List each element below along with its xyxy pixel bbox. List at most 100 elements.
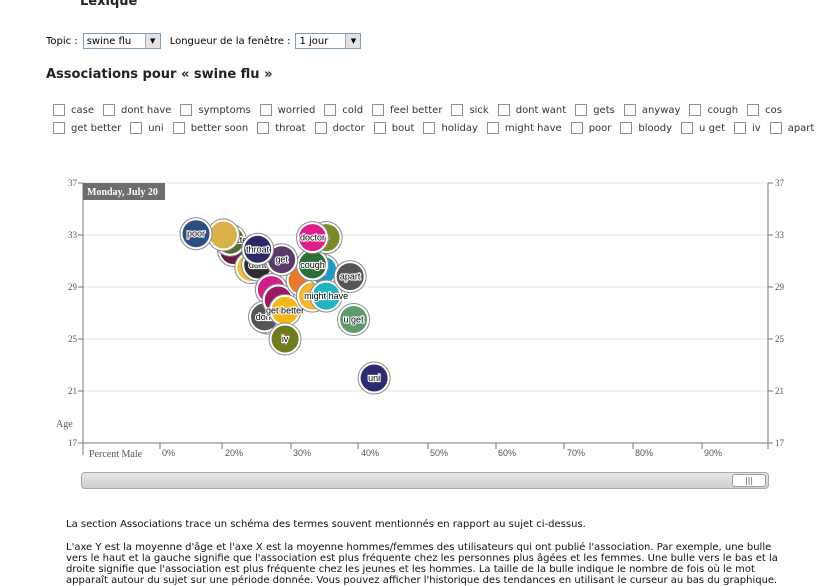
bubble-throat[interactable] [244,235,272,263]
y-tick-label-right: 25 [775,334,785,344]
bubble-u-get[interactable] [340,306,368,333]
checkbox[interactable] [486,122,499,134]
bubble-label: get [275,255,288,265]
checkbox[interactable] [423,122,436,134]
term-checkbox-throat[interactable]: throat [257,122,306,134]
term-label: anyway [641,104,681,116]
checkbox[interactable] [733,122,746,134]
checkbox[interactable] [372,104,385,116]
term-checkbox-holiday[interactable]: holiday [423,122,478,134]
checkbox[interactable] [259,104,272,116]
chevron-down-icon[interactable]: ▼ [345,34,361,48]
term-checkbox-case[interactable]: case [53,104,94,116]
bubble-get-better[interactable] [271,296,299,324]
y-tick-label-right: 37 [775,178,785,188]
checkbox[interactable] [257,122,270,134]
y-tick-label-left: 29 [68,282,78,292]
term-label: holiday [441,122,478,134]
time-slider-thumb[interactable]: ||| [732,474,766,487]
checkbox[interactable] [747,104,760,116]
bubble-iv[interactable] [271,325,299,353]
term-checkbox-cold[interactable]: cold [324,104,363,116]
term-label: cos [765,104,782,116]
checkbox[interactable] [373,122,386,134]
checkbox[interactable] [497,104,510,116]
checkbox[interactable] [324,104,337,116]
term-checkbox-uni[interactable]: uni [130,122,164,134]
bubble-poor[interactable] [182,220,210,248]
bubble-unlabeled[interactable] [209,221,237,249]
term-checkbox-dont-want[interactable]: dont want [497,104,566,116]
x-tick-label: 30% [293,448,311,458]
term-checkbox-u-get[interactable]: u get [681,122,725,134]
checkbox[interactable] [53,122,65,134]
y-tick-label-left: 33 [68,230,78,240]
window-length-select[interactable]: 1 jour ▼ [295,33,362,49]
term-label: sick [469,104,489,116]
x-axis-label: Percent Male [89,449,143,460]
term-label: apart [787,122,815,134]
checkbox[interactable] [689,104,702,116]
term-checkbox-feel-better[interactable]: feel better [372,104,442,116]
term-checkbox-bloody[interactable]: bloody [620,122,672,134]
term-label: u get [699,122,725,134]
y-tick-label-left: 25 [68,334,78,344]
window-length-value: 1 jour [299,35,329,47]
term-checkbox-cough[interactable]: cough [689,104,738,116]
time-slider[interactable]: ||| [81,472,769,489]
checkbox[interactable] [130,122,143,134]
bubble-get[interactable] [268,246,296,274]
term-label: get better [71,122,122,134]
term-label: might have [504,122,562,134]
bubble-doctor[interactable] [298,224,326,252]
checkbox[interactable] [103,104,115,116]
checkbox[interactable] [53,104,65,116]
term-checkbox-dont-have[interactable]: dont have [103,104,171,116]
bubble-label: iv [282,334,289,344]
x-tick-label: 60% [498,448,516,458]
term-checkbox-iv[interactable]: iv [733,122,761,134]
window-length-label: Longueur de la fenêtre : [169,35,291,47]
term-checkbox-bout[interactable]: bout [373,122,414,134]
x-tick-label: 0% [162,448,175,458]
term-checkbox-symptoms[interactable]: symptoms [180,104,251,116]
term-checkbox-poor[interactable]: poor [570,122,611,134]
term-checkbox-better-soon[interactable]: better soon [172,122,248,134]
term-checkbox-anyway[interactable]: anyway [623,104,681,116]
checkbox[interactable] [314,122,327,134]
checkbox[interactable] [570,122,583,134]
bubble-might-have[interactable] [312,282,340,310]
term-checkbox-might-have[interactable]: might have [486,122,562,134]
term-checkbox-doctor[interactable]: doctor [314,122,365,134]
checkbox[interactable] [575,104,588,116]
topic-select[interactable]: swine flu ▼ [82,33,161,49]
term-label: worried [277,104,316,116]
checkbox[interactable] [769,122,782,134]
checkbox[interactable] [180,104,193,116]
checkbox[interactable] [681,122,694,134]
term-checkbox-gets[interactable]: gets [575,104,615,116]
bubble-uni[interactable] [360,364,388,392]
bubble-label: u get [344,315,365,325]
bubble-apart[interactable] [336,263,364,291]
date-badge [83,183,165,200]
term-checkbox-apart[interactable]: apart [769,122,815,134]
y-tick-label-right: 17 [775,438,785,448]
checkbox[interactable] [451,104,464,116]
x-tick-label: 20% [225,448,243,458]
checkbox[interactable] [172,122,185,134]
term-checkbox-cos[interactable]: cos [747,104,782,116]
checkbox[interactable] [620,122,633,134]
checkbox[interactable] [623,104,636,116]
x-tick-label: 90% [704,448,722,458]
topic-label: Topic : [46,35,78,47]
y-tick-label-left: 37 [68,178,78,188]
x-tick-label: 70% [567,448,585,458]
chevron-down-icon[interactable]: ▼ [144,34,160,48]
term-checkbox-worried[interactable]: worried [259,104,316,116]
term-checkbox-sick[interactable]: sick [451,104,489,116]
topic-select-value: swine flu [86,35,132,47]
term-label: case [71,104,94,116]
bubble-cough[interactable] [298,251,326,279]
term-checkbox-get-better[interactable]: get better [53,122,121,134]
